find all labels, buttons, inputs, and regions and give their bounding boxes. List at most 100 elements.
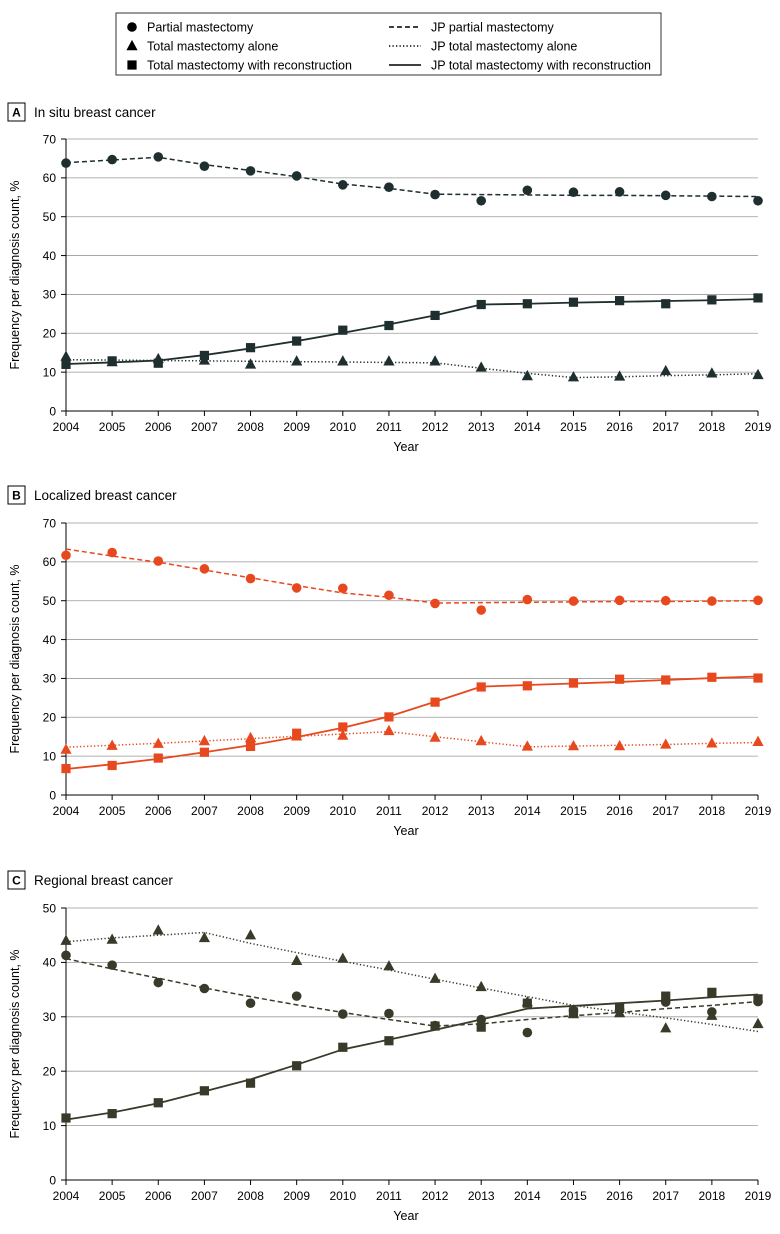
data-point-square	[661, 299, 671, 309]
y-tick-label: 40	[43, 633, 57, 647]
panel-title: In situ breast cancer	[34, 105, 156, 120]
data-point-circle	[61, 550, 71, 561]
data-point-triangle	[198, 931, 210, 943]
data-point-square	[292, 1061, 302, 1071]
panel-letter: A	[12, 106, 21, 120]
data-point-triangle	[475, 361, 487, 372]
data-point-circle	[384, 590, 394, 601]
x-tick-label: 2007	[191, 420, 218, 434]
square-marker-icon	[127, 60, 137, 70]
data-point-circle	[522, 1027, 533, 1038]
data-point-square	[568, 1007, 579, 1017]
x-tick-label: 2008	[237, 1189, 264, 1203]
data-point-square	[615, 296, 625, 306]
legend-item-2: Total mastectomy alone	[126, 40, 278, 54]
x-tick-label: 2018	[699, 804, 726, 818]
x-tick-label: 2019	[745, 804, 772, 818]
x-tick-label: 2006	[145, 420, 172, 434]
x-tick-label: 2012	[422, 1189, 449, 1203]
data-point-triangle	[429, 972, 441, 983]
data-point-square	[753, 994, 763, 1004]
data-point-circle	[568, 187, 579, 198]
y-axis-title: Frequency per diagnosis count, %	[8, 565, 22, 754]
data-point-circle	[614, 187, 625, 197]
x-tick-label: 2011	[376, 1189, 402, 1203]
data-point-triangle	[752, 368, 764, 380]
legend-item-1: Partial mastectomy	[127, 21, 254, 35]
data-point-square	[661, 991, 671, 1001]
series-line-solid	[65, 675, 759, 770]
legend-item-4: JP partial mastectomy	[389, 21, 554, 35]
x-tick-label: 2017	[652, 420, 679, 434]
data-point-triangle	[475, 980, 487, 992]
data-point-square	[568, 678, 579, 688]
data-point-triangle	[429, 731, 441, 742]
x-tick-label: 2012	[422, 420, 449, 434]
data-point-square	[338, 1042, 348, 1052]
x-tick-label: 2013	[468, 804, 495, 818]
data-point-triangle	[752, 1017, 764, 1029]
y-tick-label: 30	[43, 672, 57, 686]
series-line-dashed	[65, 156, 759, 198]
data-point-square	[707, 295, 717, 305]
data-point-circle	[568, 596, 579, 606]
series-line-dashed	[65, 957, 759, 1027]
data-point-square	[476, 682, 486, 692]
data-point-circle	[199, 161, 210, 171]
data-point-triangle	[614, 370, 626, 381]
data-point-triangle	[152, 737, 164, 748]
series-line-solid	[65, 993, 759, 1121]
data-point-circle	[61, 950, 71, 961]
legend-label: JP partial mastectomy	[431, 21, 554, 35]
x-tick-label: 2011	[376, 420, 402, 434]
series-line-dashed	[65, 548, 759, 604]
data-point-circle	[384, 1008, 394, 1019]
y-tick-label: 10	[43, 1119, 57, 1133]
legend-label: JP total mastectomy alone	[431, 40, 577, 54]
data-point-triangle	[521, 740, 533, 751]
data-point-circle	[522, 594, 533, 605]
data-point-triangle	[475, 734, 487, 746]
data-point-circle	[707, 191, 717, 202]
data-point-square	[707, 672, 717, 682]
panel-c: C Regional breast cancer 0 10 20 30 40 50 2004 20…	[7, 870, 772, 1223]
x-tick-label: 2015	[560, 804, 587, 818]
data-point-square	[430, 310, 440, 321]
data-point-square	[753, 293, 763, 303]
data-point-circle	[707, 596, 717, 606]
data-point-triangle	[567, 739, 580, 751]
data-point-circle	[107, 547, 117, 558]
data-point-triangle	[752, 735, 764, 746]
data-point-square	[384, 1036, 394, 1046]
panel-title: Localized breast cancer	[34, 488, 177, 503]
data-point-square	[199, 747, 209, 757]
y-tick-label: 50	[43, 210, 57, 224]
data-point-circle	[660, 595, 671, 606]
data-point-triangle	[244, 929, 257, 940]
x-tick-label: 2004	[53, 1189, 80, 1203]
data-point-triangle	[383, 355, 395, 366]
data-point-circle	[245, 573, 256, 584]
legend-item-5: JP total mastectomy alone	[389, 40, 577, 54]
y-tick-label: 10	[43, 365, 57, 379]
y-tick-label: 30	[43, 288, 57, 302]
series-line-dotted	[65, 358, 759, 379]
data-point-triangle	[660, 1022, 672, 1033]
panels: A In situ breast cancer010203040506070200…	[7, 102, 772, 1223]
x-tick-label: 2009	[283, 804, 310, 818]
data-point-square	[753, 673, 763, 683]
data-point-circle	[753, 595, 763, 606]
data-point-triangle	[429, 355, 441, 366]
x-tick-label: 2004	[53, 804, 80, 818]
data-point-circle	[199, 564, 210, 574]
x-axis-title: Year	[393, 1209, 418, 1223]
data-point-triangle	[337, 729, 349, 740]
y-tick-label: 20	[43, 711, 57, 725]
data-point-square	[476, 299, 486, 310]
data-point-square	[338, 722, 348, 732]
panel-letter-box	[7, 870, 26, 890]
data-point-triangle	[660, 364, 672, 376]
data-point-circle	[153, 152, 164, 162]
data-point-square	[61, 359, 71, 369]
